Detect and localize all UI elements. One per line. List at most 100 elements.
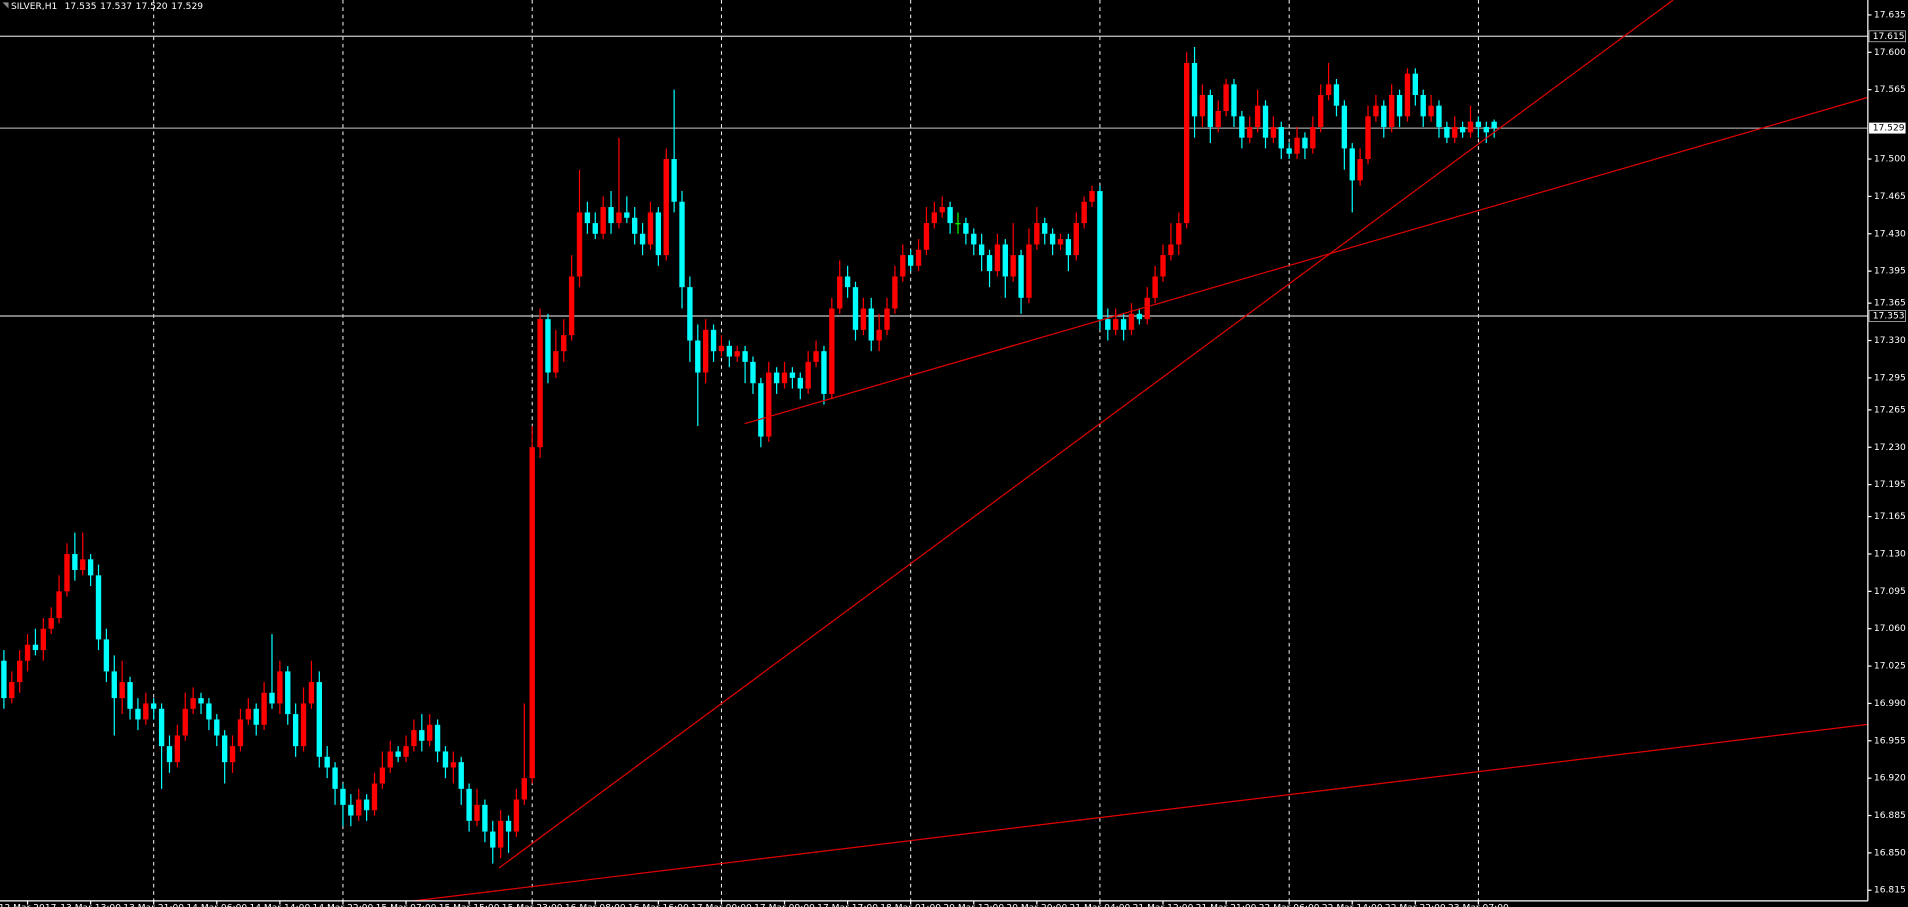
- y-tick-label: 16.920: [1874, 774, 1906, 784]
- candle-body: [1239, 116, 1245, 138]
- candle-body: [505, 820, 512, 832]
- candle-body: [837, 276, 843, 309]
- candle-body: [332, 767, 338, 789]
- candle-body: [584, 212, 591, 224]
- candle-body: [324, 756, 330, 768]
- y-tick-label: 17.395: [1874, 267, 1906, 277]
- candle-body: [1357, 159, 1363, 181]
- bid-label-box: [1869, 122, 1906, 134]
- candle-body: [632, 217, 638, 234]
- candle-body: [1349, 148, 1355, 181]
- candle-body: [797, 377, 803, 389]
- candle-body: [190, 698, 196, 709]
- candle-body: [726, 345, 733, 357]
- candle-body: [24, 644, 31, 661]
- candle-body: [963, 223, 969, 234]
- candle-body: [1420, 95, 1426, 117]
- x-tick-label: 21 Mar 21:00: [1196, 904, 1257, 907]
- candle-body: [1341, 105, 1348, 149]
- candle-body: [87, 559, 94, 576]
- candle-body: [308, 682, 315, 704]
- x-tick-label: 18 Mar 01:00: [880, 904, 941, 907]
- candle-body: [813, 351, 819, 362]
- candle-body: [442, 751, 449, 768]
- candle-body: [758, 383, 764, 437]
- candle-body: [143, 703, 149, 720]
- candle-body: [1034, 223, 1040, 245]
- candle-body: [237, 719, 244, 747]
- candle-body: [474, 804, 480, 821]
- candle-body: [316, 682, 322, 757]
- candle-body: [1491, 121, 1497, 129]
- y-tick-label: 17.465: [1874, 192, 1906, 202]
- candle-body: [395, 751, 401, 757]
- candle-body: [702, 329, 709, 373]
- candle-body: [647, 212, 654, 245]
- candle-body: [931, 212, 938, 224]
- candle-body: [1089, 191, 1095, 202]
- candle-body: [56, 591, 62, 619]
- candle-body: [1057, 239, 1064, 245]
- candle-body: [537, 319, 543, 448]
- candle-body: [805, 361, 811, 389]
- candle-body: [860, 308, 867, 330]
- candle-body: [1333, 84, 1340, 106]
- candle-body: [166, 746, 173, 763]
- candle-body: [1388, 95, 1395, 128]
- x-tick-label: 15 Mar 23:00: [502, 904, 563, 907]
- candle-body: [624, 212, 630, 218]
- candle-body: [876, 329, 882, 341]
- candle-body: [206, 703, 212, 720]
- candle-body: [103, 639, 110, 672]
- candle-body: [285, 671, 291, 715]
- candle-body: [111, 671, 117, 699]
- candle-body: [773, 372, 780, 384]
- candle-body: [1113, 319, 1119, 330]
- candle-body: [245, 708, 252, 720]
- y-tick-label: 17.365: [1874, 299, 1906, 309]
- close-price: 17.529: [171, 2, 203, 12]
- candle-body: [1325, 84, 1332, 96]
- candle-body: [1231, 84, 1237, 117]
- candle-body: [821, 351, 827, 394]
- candle-body: [198, 698, 204, 704]
- candle-body: [1105, 319, 1111, 330]
- candle-body: [789, 372, 796, 378]
- candle-body: [40, 628, 46, 651]
- candle-body: [253, 708, 259, 725]
- y-tick-label: 17.060: [1874, 624, 1906, 634]
- candle-body: [292, 714, 299, 747]
- candle-body: [986, 255, 993, 272]
- candle-body: [64, 553, 70, 592]
- candle-body: [513, 799, 520, 832]
- level-label-box: [1868, 310, 1906, 322]
- candle-body: [521, 778, 527, 800]
- candle-body: [1365, 116, 1371, 160]
- candle-body: [734, 351, 740, 357]
- candle-body: [939, 207, 945, 213]
- trend-lines: [413, 0, 1869, 902]
- candle-body: [403, 746, 409, 757]
- candle-body: [221, 735, 228, 763]
- candle-body: [387, 751, 393, 768]
- candle-body: [1412, 73, 1419, 96]
- candle-body: [1247, 127, 1253, 138]
- candle-body: [884, 308, 890, 330]
- candle-body: [679, 201, 685, 288]
- level-label-box: [1868, 30, 1906, 43]
- candle-body: [277, 671, 283, 704]
- candle-body: [545, 319, 551, 373]
- x-tick-label: 22 Mar 22:00: [1385, 904, 1446, 907]
- candle-body: [16, 660, 23, 683]
- x-tick-label: 15 Mar 15:00: [439, 904, 500, 907]
- y-tick-label: 17.165: [1874, 512, 1906, 522]
- y-tick-label: 17.095: [1874, 587, 1906, 597]
- candle-body: [135, 708, 141, 720]
- candle-body: [592, 223, 598, 234]
- candle-body: [1278, 127, 1284, 149]
- x-tick-label: 21 Mar 12:00: [1133, 904, 1194, 907]
- open-price: 17.535: [65, 2, 97, 12]
- y-tick-label: 16.850: [1874, 848, 1906, 858]
- candle-body: [1262, 105, 1269, 138]
